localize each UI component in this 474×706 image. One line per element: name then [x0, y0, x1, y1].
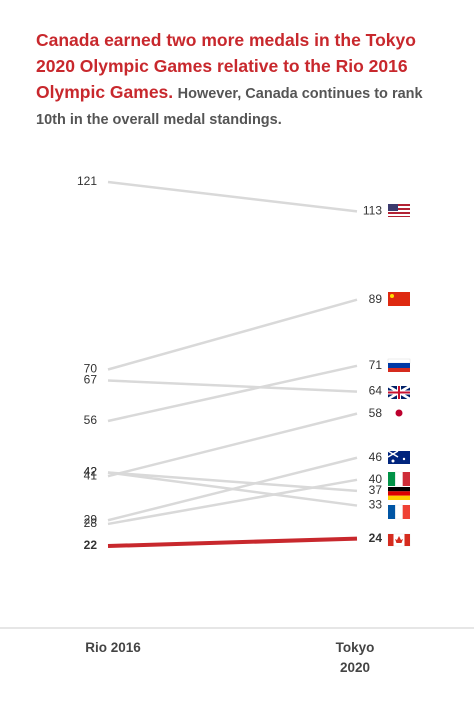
flag-france [388, 504, 410, 520]
end-value-label: 40 [369, 472, 383, 486]
start-value-label: 56 [84, 413, 98, 427]
end-value-label: 33 [369, 498, 383, 512]
slope-line [107, 379, 358, 393]
slope-line [107, 471, 358, 493]
category-label: Rio 2016 [85, 640, 141, 655]
slope-line [107, 298, 358, 371]
start-value-label: 67 [84, 373, 98, 387]
end-value-label: 37 [369, 483, 383, 497]
flag-italy [388, 471, 410, 487]
start-value-label: 28 [84, 516, 98, 530]
end-value-label: 64 [369, 384, 383, 398]
end-value-label: 58 [369, 406, 383, 420]
slope-line [107, 364, 358, 423]
end-value-label: 46 [369, 450, 383, 464]
flag-canada [387, 533, 411, 547]
flags [387, 204, 411, 547]
start-value-label: 70 [84, 362, 98, 376]
slope-line [107, 180, 358, 213]
start-value-label: 29 [84, 512, 98, 526]
end-value-label: 113 [363, 204, 382, 218]
heading: Canada earned two more medals in the Tok… [36, 28, 456, 133]
end-value-label: 71 [369, 358, 383, 372]
slope-line [107, 536, 358, 548]
start-value-label: 121 [77, 174, 97, 188]
flag-japan [395, 409, 403, 417]
flag-usa [388, 204, 410, 217]
flag-germany [388, 487, 410, 500]
chart-subtitle: However, Canada continues to rank 10th i… [36, 86, 423, 128]
start-value-label: 41 [84, 468, 98, 482]
slope-line [107, 471, 358, 507]
category-label: Tokyo 2020 [335, 640, 375, 675]
flag-roc [387, 358, 411, 372]
start-value-label: 42 [84, 465, 98, 479]
flag-gb [387, 384, 411, 401]
slope-line [107, 478, 358, 526]
slope-line [107, 412, 358, 478]
flag-china [388, 292, 410, 306]
chart-title: Canada earned two more medals in the Tok… [36, 30, 416, 102]
start-value-label: 42 [84, 465, 98, 479]
end-value-label: 24 [369, 531, 383, 545]
start-value-label: 22 [84, 538, 98, 552]
end-value-label: 89 [369, 292, 383, 306]
flag-australia [387, 450, 410, 464]
